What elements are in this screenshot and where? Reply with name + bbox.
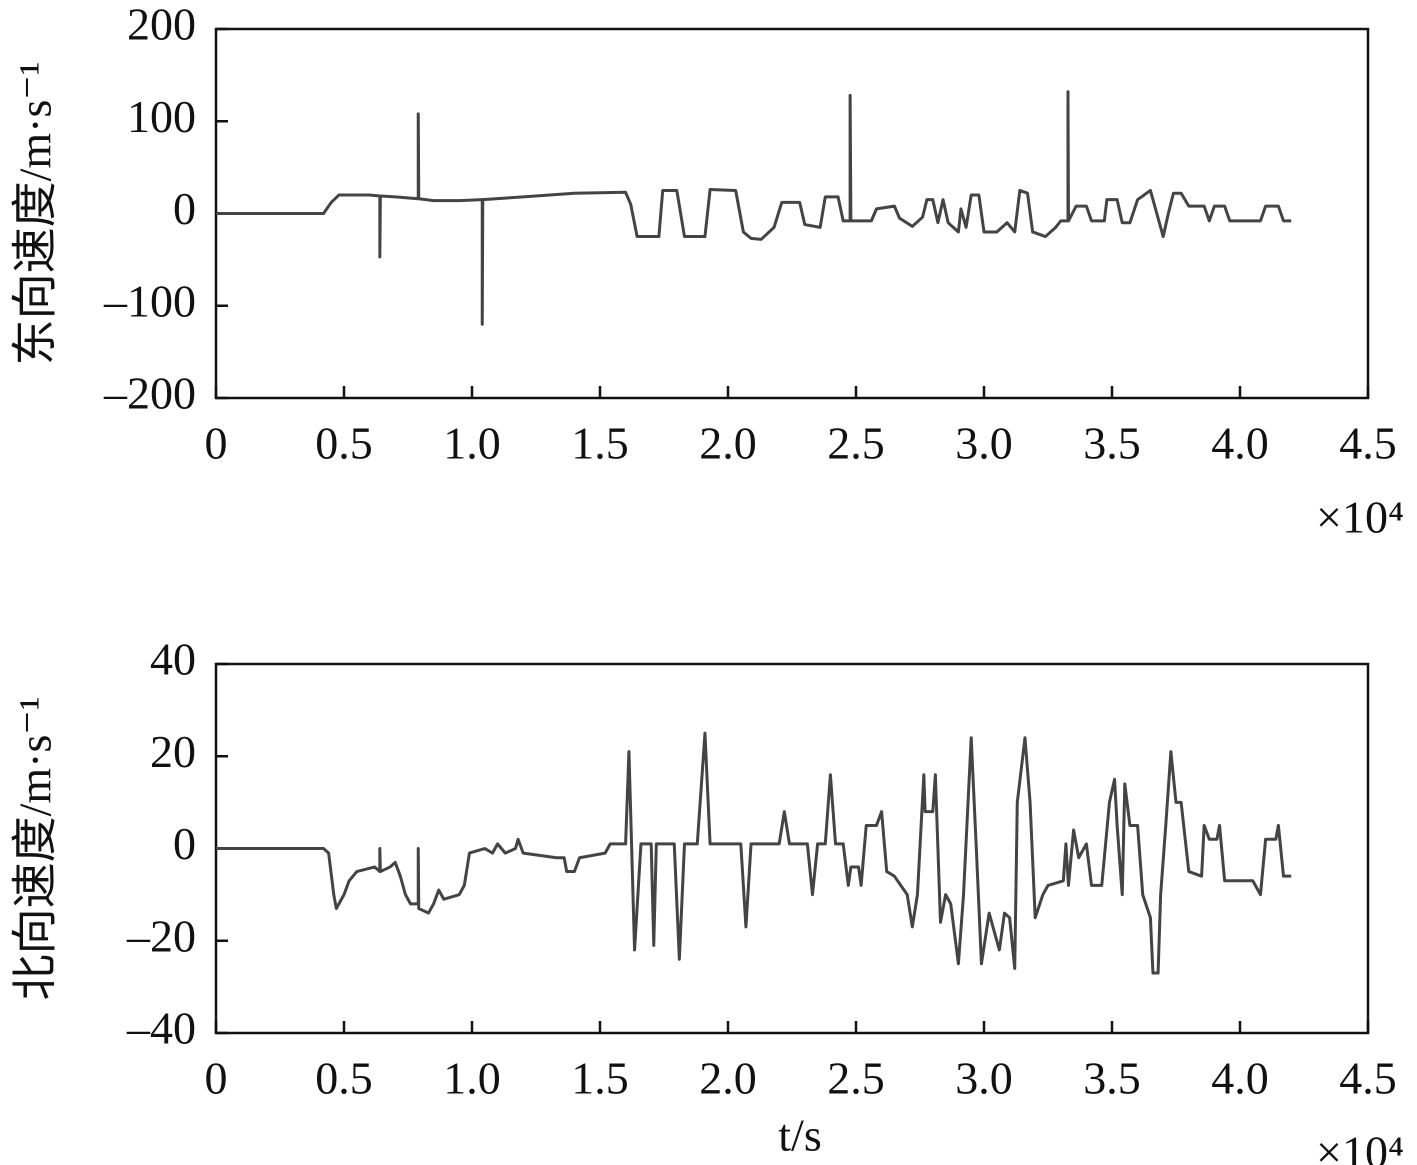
x-tick-label: 4.5 [1339, 418, 1397, 469]
y-tick-label: –20 [126, 910, 196, 961]
x-tick-label: 2.0 [699, 1053, 757, 1104]
x-tick-label: 4.0 [1211, 418, 1269, 469]
x-tick-label: 1.0 [443, 418, 501, 469]
y-axis-label: 北向速度/m·s⁻¹ [10, 697, 61, 1001]
x-tick-label: 1.0 [443, 1053, 501, 1104]
x-tick-label: 3.0 [955, 418, 1013, 469]
y-tick-label: 0 [173, 818, 196, 869]
y-tick-label: –40 [126, 1003, 196, 1054]
x-tick-label: 3.0 [955, 1053, 1013, 1104]
y-tick-label: –100 [103, 275, 196, 326]
x-multiplier: ×10⁴ [1316, 492, 1404, 543]
x-axis-label: t/s [778, 1110, 821, 1161]
y-tick-label: 0 [173, 183, 196, 234]
y-tick-label: –200 [103, 368, 196, 419]
x-tick-label: 4.0 [1211, 1053, 1269, 1104]
x-tick-label: 3.5 [1083, 418, 1141, 469]
x-tick-label: 2.5 [827, 1053, 885, 1104]
x-tick-label: 3.5 [1083, 1053, 1141, 1104]
x-tick-label: 0 [205, 418, 228, 469]
plot-frame [214, 27, 1370, 400]
x-tick-label: 0 [205, 1053, 228, 1104]
plot-frame [214, 662, 1370, 1035]
x-tick-label: 2.5 [827, 418, 885, 469]
x-tick-label: 4.5 [1339, 1053, 1397, 1104]
y-axis-label: 东向速度/m·s⁻¹ [10, 62, 61, 366]
x-tick-label: 0.5 [315, 418, 373, 469]
data-line [216, 90, 1292, 326]
y-tick-label: 40 [150, 634, 196, 685]
y-tick-label: 100 [127, 91, 196, 142]
x-tick-label: 0.5 [315, 1053, 373, 1104]
x-tick-label: 1.5 [571, 418, 629, 469]
data-line [216, 731, 1292, 975]
y-tick-label: 200 [127, 0, 196, 50]
y-tick-label: 20 [150, 726, 196, 777]
x-tick-label: 2.0 [699, 418, 757, 469]
x-tick-label: 1.5 [571, 1053, 629, 1104]
x-multiplier: ×10⁴ [1316, 1127, 1404, 1165]
